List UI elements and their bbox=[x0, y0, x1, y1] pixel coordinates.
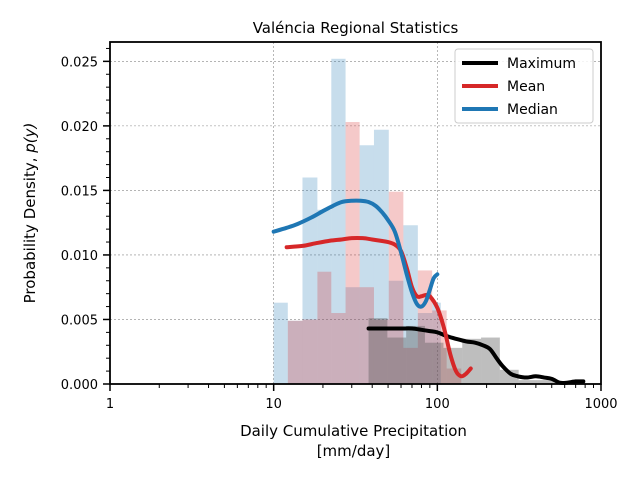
y-tick-label: 0.025 bbox=[61, 55, 98, 70]
hist-bar-maximum bbox=[406, 325, 425, 384]
legend: Maximum Mean Median bbox=[454, 48, 594, 124]
hist-bar-median bbox=[373, 129, 389, 384]
hist-bar-mean bbox=[345, 122, 360, 385]
y-tick-label: 0.020 bbox=[61, 120, 98, 135]
grid bbox=[110, 42, 601, 384]
x-tick-label: 1000 bbox=[584, 397, 617, 412]
y-tick-label: 0.015 bbox=[61, 184, 98, 199]
hist-bar-median bbox=[388, 280, 404, 384]
hist-bar-median bbox=[345, 287, 360, 384]
hist-bar-median bbox=[331, 58, 346, 385]
hist-bar-maximum bbox=[424, 342, 444, 384]
hist-bar-mean bbox=[331, 313, 346, 384]
hist-bar-median bbox=[287, 320, 303, 384]
hist-bar-median bbox=[302, 177, 318, 384]
hist-bar-maximum bbox=[481, 337, 500, 384]
axis-ticks: 1 10 100 1000 0.000 0.005 0.010 0.015 0.020 0.025 bbox=[61, 47, 618, 412]
hist-bar-maximum bbox=[518, 380, 538, 384]
legend-label-maximum: Maximum bbox=[507, 56, 576, 72]
y-tick-label: 0.000 bbox=[61, 378, 98, 393]
hist-bar-mean bbox=[317, 271, 332, 384]
x-axis-label-line-2: [mm/day] bbox=[317, 442, 391, 460]
x-axis-label-line-1: Daily Cumulative Precipitation bbox=[240, 422, 467, 440]
x-tick-label: 100 bbox=[425, 397, 450, 412]
series-lines bbox=[271, 198, 586, 386]
histogram-bars bbox=[273, 58, 586, 385]
y-tick-label: 0.005 bbox=[61, 313, 98, 328]
hist-bar-median bbox=[432, 302, 441, 384]
legend-label-median: Median bbox=[507, 102, 558, 118]
hist-bar-mean bbox=[373, 319, 389, 384]
hist-bar-mean bbox=[359, 287, 374, 384]
hist-bar-maximum bbox=[537, 380, 557, 384]
legend-box bbox=[454, 48, 594, 124]
plot-frame bbox=[109, 41, 602, 385]
y-tick-label: 0.010 bbox=[61, 249, 98, 264]
hist-bar-mean bbox=[388, 191, 404, 384]
y-axis-label: Probability Density, p(y) bbox=[21, 123, 39, 304]
hist-bar-mean bbox=[302, 319, 318, 384]
chart-title: Valéncia Regional Statistics bbox=[253, 19, 459, 37]
line-median bbox=[271, 198, 440, 309]
x-tick-label: 10 bbox=[265, 397, 282, 412]
hist-bar-maximum bbox=[368, 318, 388, 384]
hist-bar-median bbox=[273, 302, 288, 384]
hist-bar-median bbox=[317, 209, 332, 384]
line-maximum bbox=[366, 326, 586, 386]
hist-bar-mean bbox=[403, 347, 418, 384]
x-tick-label: 1 bbox=[106, 397, 114, 412]
legend-label-mean: Mean bbox=[507, 79, 545, 95]
hist-bar-maximum bbox=[387, 337, 407, 384]
hist-bar-mean bbox=[287, 320, 303, 384]
